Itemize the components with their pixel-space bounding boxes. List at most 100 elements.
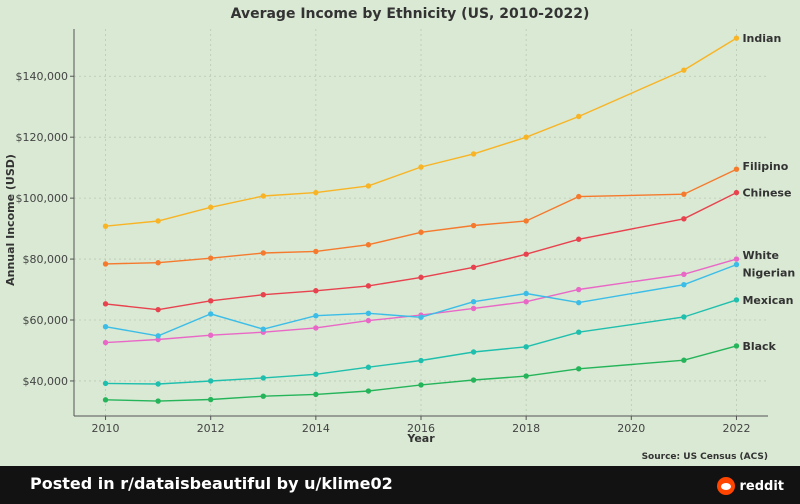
data-point-black (733, 343, 740, 349)
series-label-white: White (742, 249, 778, 262)
line-chart: Average Income by Ethnicity (US, 2010-20… (4, 6, 795, 462)
data-point-black (207, 396, 214, 403)
x-tick-label: 2010 (92, 422, 120, 435)
data-point-filipino (102, 261, 109, 267)
data-point-filipino (523, 218, 529, 224)
y-axis-label: Annual Income (USD) (4, 154, 17, 286)
data-point-indian (418, 164, 424, 170)
data-point-white (576, 286, 582, 293)
data-point-black (313, 391, 319, 398)
data-point-white (681, 271, 687, 278)
data-point-nigerian (365, 310, 372, 317)
data-point-filipino (418, 229, 424, 235)
data-point-indian (733, 35, 740, 41)
data-point-mexican (313, 371, 319, 377)
series-black (102, 343, 740, 404)
data-point-chinese (576, 236, 582, 242)
data-point-indian (470, 151, 477, 157)
series-chinese (102, 189, 740, 313)
data-point-indian (260, 193, 266, 199)
y-tick-label: $60,000 (23, 314, 69, 327)
data-point-black (418, 382, 424, 388)
data-point-indian (576, 113, 582, 120)
y-tick-label: $140,000 (16, 70, 69, 83)
data-point-filipino (576, 193, 582, 200)
series-nigerian (102, 261, 740, 339)
series-label-nigerian: Nigerian (742, 267, 795, 280)
footer-bar: Posted in r/dataisbeautiful by u/klime02… (0, 466, 800, 504)
data-point-mexican (523, 344, 529, 350)
x-tick-label: 2018 (512, 422, 540, 435)
data-point-nigerian (313, 313, 319, 319)
data-point-chinese (313, 288, 319, 294)
data-point-filipino (313, 248, 319, 255)
data-point-mexican (576, 329, 582, 335)
y-tick-label: $100,000 (16, 192, 69, 205)
x-tick-label: 2020 (617, 422, 645, 435)
data-point-filipino (681, 191, 687, 197)
data-point-nigerian (733, 261, 740, 268)
series-label-mexican: Mexican (742, 294, 793, 307)
data-point-chinese (733, 189, 740, 196)
data-point-chinese (523, 251, 529, 257)
posted-in-text: Posted in r/dataisbeautiful by u/klime02 (30, 474, 393, 493)
series-line-white (105, 258, 737, 344)
series-label-filipino: Filipino (742, 160, 788, 173)
source-note: Source: US Census (ACS) (642, 452, 768, 462)
data-point-nigerian (155, 333, 161, 339)
data-point-nigerian (576, 299, 582, 306)
data-point-white (365, 317, 372, 324)
data-point-mexican (155, 381, 161, 387)
series-line-filipino (105, 168, 737, 265)
data-point-indian (365, 183, 372, 189)
data-point-black (155, 398, 161, 404)
data-point-nigerian (523, 290, 529, 297)
data-point-filipino (470, 222, 477, 229)
x-tick-label: 2012 (197, 422, 225, 435)
reddit-icon (717, 477, 736, 495)
data-point-nigerian (102, 324, 109, 330)
data-point-chinese (102, 301, 109, 307)
series-line-indian (105, 37, 737, 227)
data-point-indian (207, 204, 214, 210)
series-mexican (102, 297, 740, 387)
series-filipino (102, 166, 740, 267)
series-line-black (105, 345, 737, 402)
data-point-filipino (207, 255, 214, 261)
data-point-indian (313, 189, 319, 196)
reddit-brand[interactable]: reddit (717, 476, 784, 496)
data-point-chinese (365, 283, 372, 289)
data-point-nigerian (470, 299, 477, 305)
y-tick-label: $80,000 (23, 253, 69, 266)
data-point-black (681, 357, 687, 363)
data-point-indian (523, 134, 529, 140)
data-point-indian (681, 67, 687, 73)
series-line-chinese (105, 191, 737, 311)
data-point-mexican (470, 349, 477, 355)
data-point-white (523, 299, 529, 305)
data-point-black (260, 393, 266, 399)
data-point-black (576, 366, 582, 372)
series-line-mexican (105, 299, 737, 385)
grid-lines (74, 29, 768, 416)
data-point-white (313, 325, 319, 331)
data-point-nigerian (418, 314, 424, 320)
data-point-chinese (418, 274, 424, 281)
data-point-mexican (102, 380, 109, 387)
data-point-black (365, 388, 372, 394)
series-label-black: Black (742, 340, 776, 353)
data-point-mexican (681, 314, 687, 320)
data-point-white (102, 339, 109, 346)
data-point-black (470, 377, 477, 383)
series-label-indian: Indian (742, 32, 781, 45)
chart-area: Average Income by Ethnicity (US, 2010-20… (4, 6, 795, 462)
data-point-mexican (365, 364, 372, 370)
data-point-black (102, 397, 109, 403)
series-indian (102, 35, 740, 229)
data-point-chinese (260, 292, 266, 298)
data-point-white (207, 332, 214, 338)
series-labels: Indian Filipino Chinese White Nigerian Mexica… (742, 32, 795, 353)
series-label-chinese: Chinese (742, 187, 791, 200)
series-line-nigerian (105, 263, 737, 337)
data-point-nigerian (681, 281, 687, 288)
